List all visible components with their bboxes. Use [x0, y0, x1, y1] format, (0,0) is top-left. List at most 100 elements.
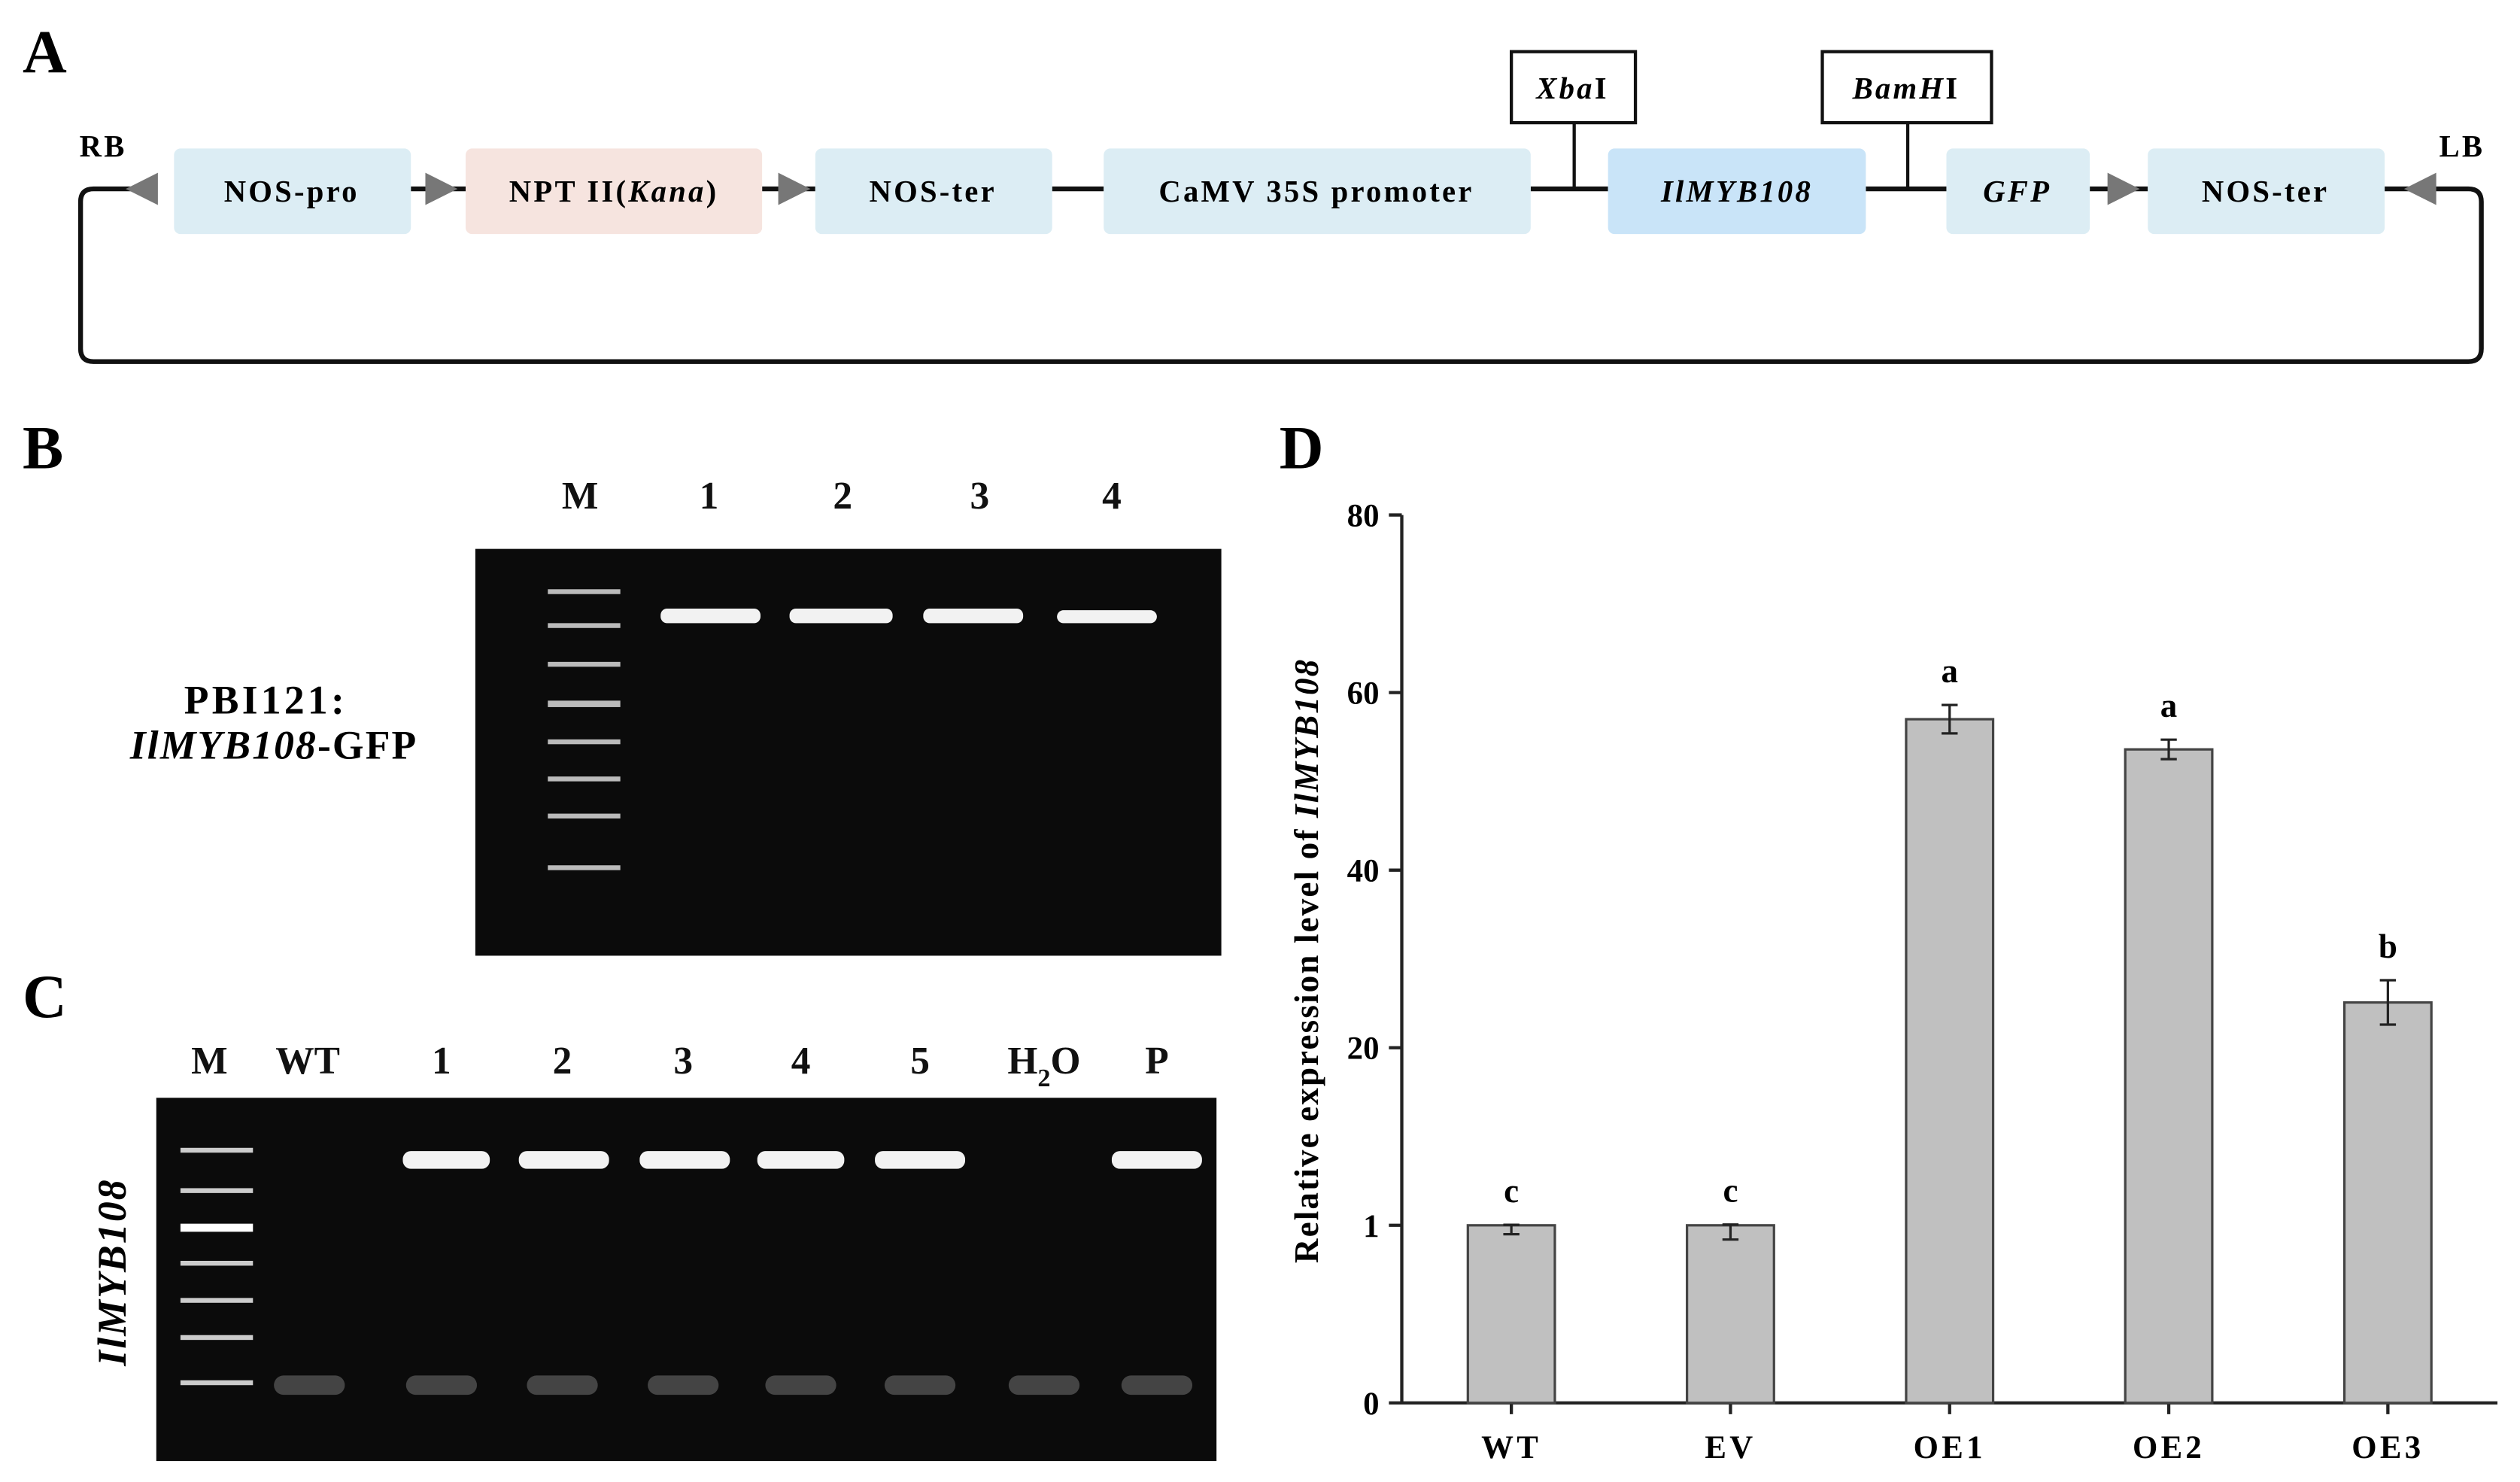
band	[1121, 1375, 1193, 1395]
ladder-band	[548, 776, 621, 782]
bands	[660, 609, 1157, 624]
band	[765, 1375, 836, 1395]
label-part: H	[1007, 1040, 1037, 1083]
x-tick-label: OE2	[2133, 1430, 2205, 1465]
label-part: WT	[275, 1040, 340, 1083]
construct-elements: NOS-pro NPT II(Kana) NOS-ter CaMV 35S pr…	[174, 50, 2385, 235]
lane-labels: M 1 2 3 4	[562, 475, 1122, 518]
significance-letter: c	[1504, 1172, 1519, 1210]
lane-label: 2	[553, 1040, 572, 1083]
site-box	[1510, 50, 1638, 125]
ladder-band	[180, 1147, 254, 1153]
element-label: CaMV 35S promoter	[1158, 175, 1474, 208]
site-box	[1820, 50, 1993, 125]
significance-letter: b	[2379, 928, 2397, 965]
x-tick-label: EV	[1705, 1430, 1756, 1465]
bar	[1466, 1224, 1556, 1405]
band	[789, 609, 893, 624]
band	[402, 1151, 490, 1169]
label-part: P	[1145, 1040, 1168, 1083]
significance-letter: a	[1942, 652, 1958, 690]
label-part: M	[191, 1040, 228, 1083]
lane-label: 3	[970, 475, 989, 518]
primer-bands	[274, 1375, 1193, 1395]
band	[527, 1375, 598, 1395]
bar	[2124, 748, 2214, 1405]
bar	[1905, 718, 1995, 1405]
element-label: NOS-ter	[2202, 175, 2329, 208]
panel-letter: B	[23, 413, 63, 481]
label-part: GFP	[1983, 175, 2051, 208]
site-label: XbaI	[1535, 71, 1609, 105]
element-label: GFP	[1983, 175, 2051, 208]
lane-label: 5	[910, 1040, 930, 1083]
sample-label: PBI121:	[184, 677, 348, 722]
label-part: IlMYB108	[1660, 175, 1813, 208]
lane-label: 3	[673, 1040, 693, 1083]
band	[923, 609, 1024, 624]
ladder-band	[548, 589, 621, 594]
lane-label: 4	[791, 1040, 811, 1083]
arrows	[126, 172, 2437, 205]
gene-label: IlMYB108	[90, 1178, 135, 1367]
lane-label: 4	[1102, 475, 1122, 518]
element-box	[815, 148, 1052, 235]
label-part: Xba	[1535, 71, 1594, 105]
lane-label: M	[191, 1040, 228, 1083]
ladder-band	[548, 739, 621, 745]
sample-label: IlMYB108-GFP	[129, 723, 418, 768]
x-tick-label: WT	[1481, 1430, 1541, 1465]
gel-b	[475, 548, 1222, 956]
panel-letter: C	[23, 962, 67, 1031]
y-tick-label: 60	[1347, 676, 1380, 712]
ladder-band	[548, 813, 621, 819]
lane-label: 1	[432, 1040, 451, 1083]
label-part: NOS-ter	[2202, 175, 2329, 208]
y-tick-label: 20	[1347, 1031, 1380, 1067]
panel-letter: D	[1280, 413, 1324, 481]
lane-label: 1	[700, 475, 719, 518]
gel-c	[156, 1098, 1217, 1462]
y-tick-label: 1	[1363, 1209, 1379, 1244]
y-tick-label: 80	[1347, 499, 1380, 534]
label-part: 5	[910, 1040, 930, 1083]
band	[639, 1151, 730, 1169]
label-part: O	[1051, 1040, 1081, 1083]
bands	[402, 1151, 1202, 1169]
band	[757, 1151, 845, 1169]
lane-label: P	[1145, 1040, 1168, 1083]
ladder	[180, 1147, 254, 1386]
ladder-band	[180, 1380, 254, 1386]
band	[648, 1375, 719, 1395]
band	[405, 1375, 478, 1395]
arrowhead	[2403, 172, 2437, 205]
lane-label: M	[562, 475, 599, 518]
element-label: NOS-ter	[870, 175, 997, 208]
label-part: CaMV 35S promoter	[1158, 175, 1474, 208]
label-part: NOS-ter	[870, 175, 997, 208]
ladder-band	[180, 1188, 254, 1193]
band	[1057, 610, 1157, 624]
label-part: 2	[1037, 1064, 1050, 1092]
label-part: I	[1595, 71, 1609, 105]
site-label: BamHI	[1852, 71, 1960, 105]
arrowhead	[126, 172, 158, 205]
element-label: NPT II(Kana)	[509, 175, 719, 208]
arrowhead	[778, 172, 811, 205]
significance-letter: c	[1723, 1172, 1738, 1210]
label-part: IlMYB108	[129, 723, 317, 768]
x-tick-label: OE1	[1914, 1430, 1986, 1465]
label-part: 2	[553, 1040, 572, 1083]
border-label: RB	[80, 129, 127, 163]
ladder-band	[180, 1261, 254, 1266]
ladder-band	[180, 1335, 254, 1341]
label-part: Kana	[627, 175, 706, 208]
label-part: BamH	[1852, 71, 1946, 105]
ladder	[548, 589, 621, 870]
bar	[2342, 1001, 2433, 1405]
label-part: NOS-pro	[224, 175, 360, 208]
ladder-band	[180, 1223, 254, 1232]
x-tick-label: OE3	[2351, 1430, 2424, 1465]
band	[274, 1375, 345, 1395]
element-box	[1946, 148, 2090, 235]
